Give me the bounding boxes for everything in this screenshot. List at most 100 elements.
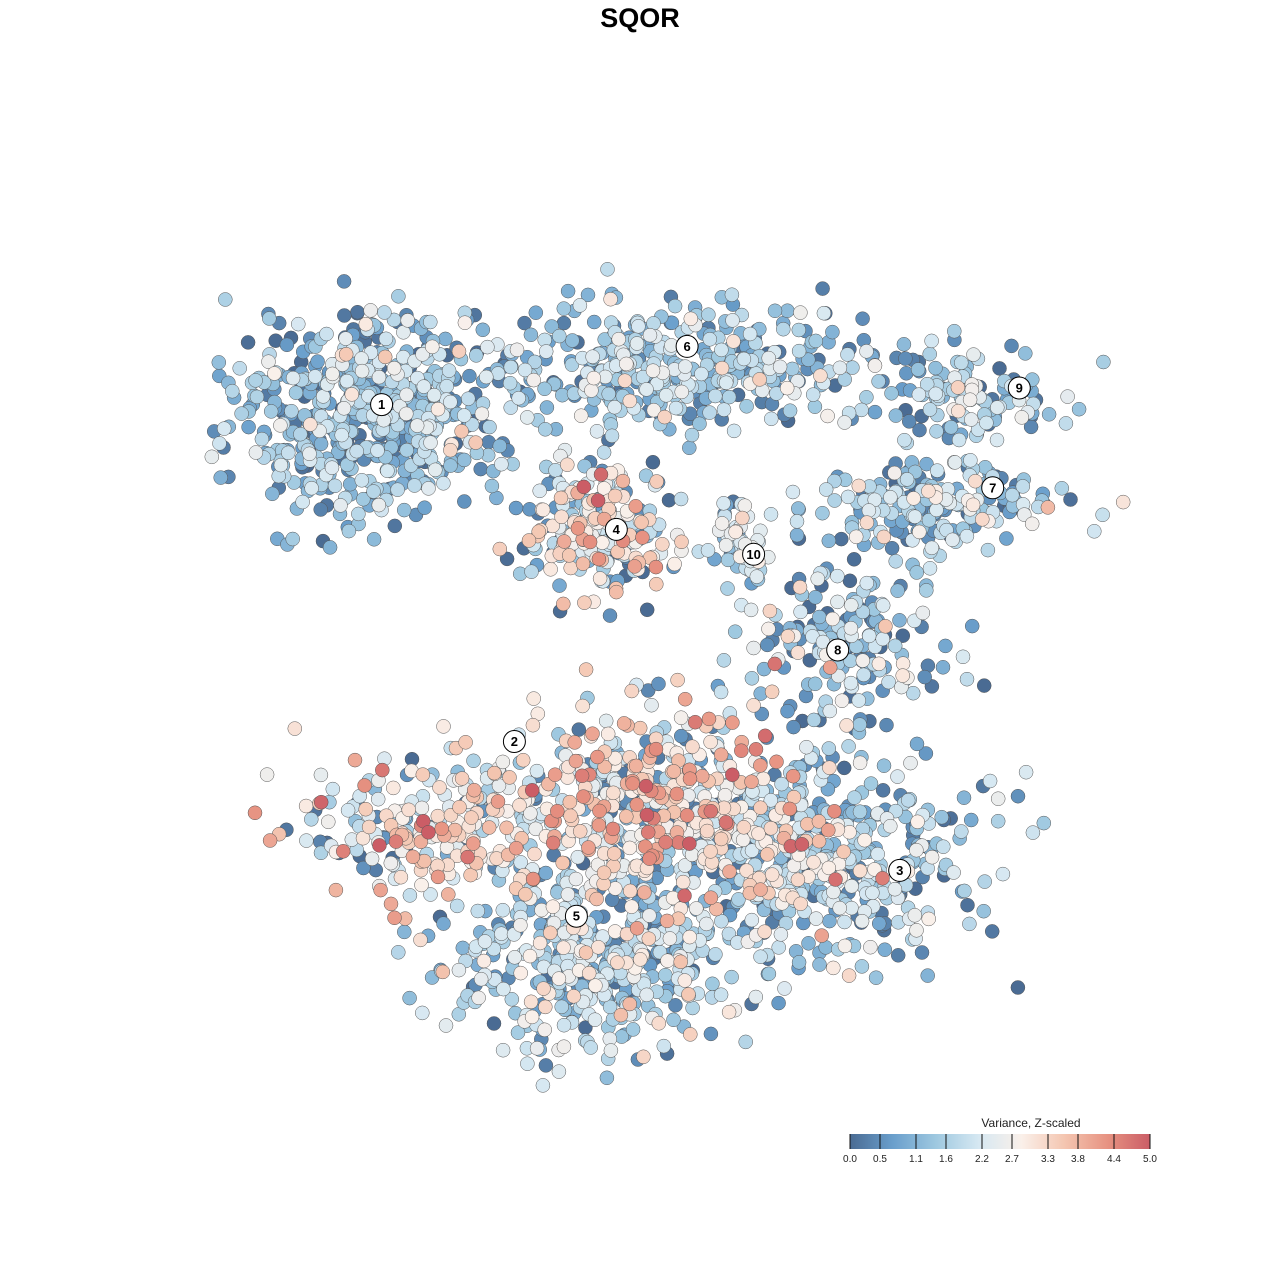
scatter-point <box>629 921 645 936</box>
scatter-point <box>582 534 598 550</box>
scatter-point <box>700 543 716 558</box>
scatter-point <box>713 684 729 700</box>
scatter-point <box>536 981 551 996</box>
scatter-point <box>841 968 857 983</box>
scatter-point <box>892 613 907 628</box>
scatter-point <box>980 542 996 558</box>
scatter-point <box>553 490 569 506</box>
scatter-point <box>595 535 610 550</box>
scatter-point <box>703 734 718 750</box>
scatter-point <box>1063 492 1078 507</box>
scatter-point <box>587 1012 603 1027</box>
scatter-point <box>507 950 522 965</box>
scatter-point <box>611 331 626 347</box>
scatter-point <box>511 390 526 406</box>
cluster-label-text: 9 <box>1016 381 1023 396</box>
scatter-point <box>356 860 371 876</box>
scatter-point <box>917 669 932 685</box>
scatter-point <box>390 482 405 497</box>
scatter-point <box>443 394 458 410</box>
legend-tick-label: 2.2 <box>975 1154 989 1165</box>
scatter-point <box>943 420 959 435</box>
cluster-label: 4 <box>604 517 628 541</box>
scatter-point <box>572 298 588 313</box>
scatter-point <box>259 767 275 782</box>
scatter-point <box>635 530 650 545</box>
scatter-point <box>622 393 638 409</box>
scatter-point <box>547 767 563 782</box>
scatter-point <box>454 771 470 786</box>
scatter-point <box>299 833 314 848</box>
scatter-point <box>563 808 578 823</box>
scatter-point <box>473 461 488 477</box>
scatter-point <box>366 484 381 499</box>
scatter-point <box>396 502 412 518</box>
scatter-point <box>414 877 429 893</box>
scatter-point <box>888 408 904 423</box>
scatter-point <box>325 781 341 797</box>
scatter-point <box>673 728 689 744</box>
scatter-point <box>556 1017 572 1033</box>
scatter-point <box>556 301 572 316</box>
scatter-point <box>560 457 575 472</box>
scatter-point <box>434 821 449 837</box>
scatter-point <box>495 1042 511 1058</box>
scatter-point <box>291 316 306 332</box>
scatter-point <box>807 399 823 414</box>
scatter-point <box>592 803 607 819</box>
scatter-point <box>714 516 730 531</box>
scatter-point <box>341 523 357 539</box>
scatter-point <box>720 552 736 568</box>
scatter-point <box>825 611 840 627</box>
scatter-point <box>645 363 661 378</box>
scatter-point <box>391 945 406 960</box>
scatter-point <box>1041 407 1057 422</box>
scatter-point <box>938 638 953 654</box>
scatter-point <box>678 359 693 374</box>
scatter-point <box>538 344 554 359</box>
scatter-point <box>764 684 780 700</box>
scatter-point <box>789 514 805 529</box>
scatter-point <box>538 422 553 437</box>
scatter-point <box>737 498 753 513</box>
scatter-point <box>801 352 816 367</box>
points-layer <box>204 262 1131 1093</box>
scatter-point <box>378 331 394 347</box>
legend-tick-label: 0.5 <box>873 1154 887 1165</box>
scatter-point <box>1015 479 1031 494</box>
scatter-point <box>791 501 806 516</box>
scatter-point <box>810 571 825 587</box>
scatter-point <box>677 888 692 903</box>
scatter-point <box>963 453 978 468</box>
scatter-point <box>1096 354 1111 370</box>
scatter-point <box>742 326 758 342</box>
scatter-point <box>852 717 867 732</box>
scatter-point <box>928 360 943 376</box>
scatter-point <box>887 638 903 654</box>
scatter-point <box>655 537 670 552</box>
scatter-point <box>248 373 263 388</box>
scatter-point <box>545 899 561 914</box>
scatter-point <box>211 355 227 370</box>
scatter-point <box>1024 516 1040 532</box>
scatter-point <box>935 660 951 675</box>
scatter-point <box>248 445 264 460</box>
scatter-point <box>863 776 879 791</box>
scatter-point <box>638 778 654 794</box>
scatter-point <box>832 360 848 376</box>
cluster-label-text: 8 <box>834 643 841 658</box>
scatter-point <box>843 620 859 636</box>
scatter-point <box>604 428 620 444</box>
scatter-point <box>591 818 607 833</box>
scatter-point <box>535 1078 551 1093</box>
scatter-point <box>724 969 739 985</box>
scatter-point <box>383 855 399 871</box>
scatter-point <box>571 722 587 737</box>
scatter-point <box>456 452 472 468</box>
scatter-point <box>492 438 508 454</box>
scatter-point <box>339 373 355 389</box>
scatter-point <box>457 494 472 509</box>
scatter-point <box>578 945 594 960</box>
scatter-point <box>480 339 495 355</box>
scatter-point <box>791 322 807 338</box>
